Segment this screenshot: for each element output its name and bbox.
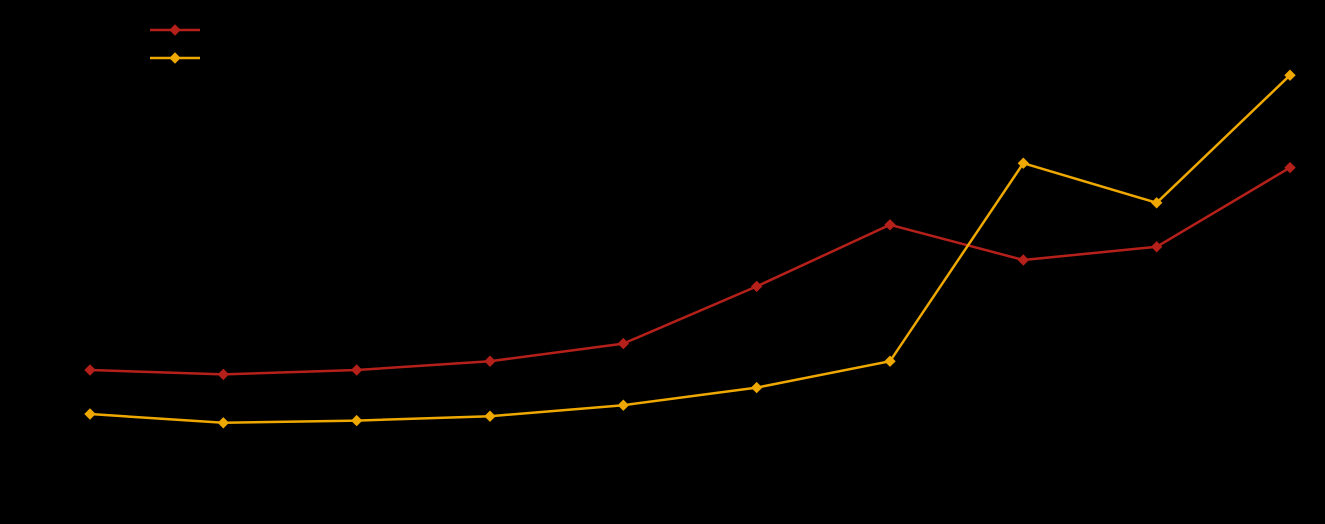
line-chart bbox=[0, 0, 1325, 524]
chart-background bbox=[0, 0, 1325, 524]
